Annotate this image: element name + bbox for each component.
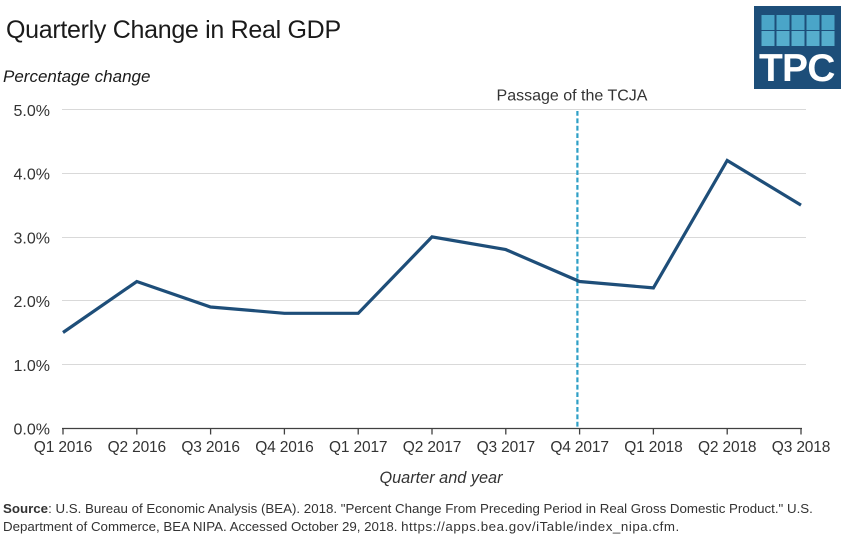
svg-text:Q3 2017: Q3 2017 — [477, 439, 535, 456]
svg-text:Quarter and year: Quarter and year — [379, 469, 503, 487]
svg-text:Q4 2017: Q4 2017 — [550, 439, 608, 456]
svg-text:0.0%: 0.0% — [14, 422, 50, 439]
svg-text:Q2 2016: Q2 2016 — [108, 439, 166, 456]
svg-text:3.0%: 3.0% — [14, 230, 50, 247]
svg-text:Q3 2018: Q3 2018 — [772, 439, 830, 456]
svg-text:1.0%: 1.0% — [14, 358, 50, 375]
svg-text:TPC: TPC — [759, 47, 835, 90]
svg-text:2.0%: 2.0% — [14, 294, 50, 311]
svg-text:4.0%: 4.0% — [14, 167, 50, 184]
svg-text:Q1 2018: Q1 2018 — [624, 439, 682, 456]
svg-text:Q1 2016: Q1 2016 — [34, 439, 92, 456]
svg-text:Q3 2016: Q3 2016 — [181, 439, 239, 456]
svg-text:Q2 2017: Q2 2017 — [403, 439, 461, 456]
svg-text:Q1 2017: Q1 2017 — [329, 439, 387, 456]
svg-text:Passage of the TCJA: Passage of the TCJA — [497, 88, 648, 105]
svg-text:Q2 2018: Q2 2018 — [698, 439, 756, 456]
svg-text:5.0%: 5.0% — [14, 103, 50, 120]
svg-text:Q4 2016: Q4 2016 — [255, 439, 313, 456]
